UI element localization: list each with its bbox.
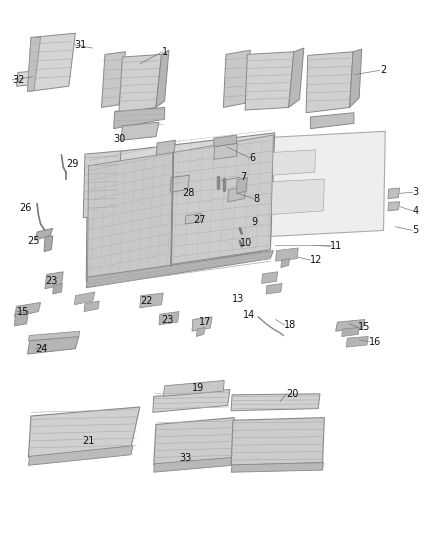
Polygon shape <box>156 50 169 108</box>
Polygon shape <box>336 319 365 331</box>
Polygon shape <box>254 131 385 237</box>
Polygon shape <box>196 327 205 336</box>
Polygon shape <box>231 394 320 411</box>
Text: 9: 9 <box>252 217 258 228</box>
Text: 25: 25 <box>28 236 40 246</box>
Text: 15: 15 <box>17 306 29 317</box>
Polygon shape <box>223 50 251 108</box>
Text: 29: 29 <box>66 159 78 169</box>
Polygon shape <box>266 284 282 294</box>
Text: 21: 21 <box>82 437 94 447</box>
Text: 31: 31 <box>74 40 87 50</box>
Text: 19: 19 <box>192 383 204 393</box>
Polygon shape <box>28 331 80 341</box>
Text: 10: 10 <box>240 238 252 248</box>
Text: 20: 20 <box>286 389 299 399</box>
Polygon shape <box>35 228 53 240</box>
Polygon shape <box>28 37 41 92</box>
Polygon shape <box>342 327 359 336</box>
Polygon shape <box>154 457 233 472</box>
Polygon shape <box>346 336 368 347</box>
Text: 23: 23 <box>45 276 57 286</box>
Text: 24: 24 <box>35 344 48 354</box>
Polygon shape <box>281 259 290 268</box>
Text: 17: 17 <box>199 317 212 327</box>
Polygon shape <box>214 143 237 159</box>
Polygon shape <box>156 140 176 160</box>
Text: 32: 32 <box>12 75 25 85</box>
Text: 28: 28 <box>182 188 194 198</box>
Text: 15: 15 <box>358 322 371 333</box>
Polygon shape <box>171 135 273 264</box>
Polygon shape <box>28 407 140 457</box>
Text: 1: 1 <box>162 47 169 56</box>
Polygon shape <box>28 33 75 92</box>
Text: 12: 12 <box>311 255 323 265</box>
Polygon shape <box>102 52 125 108</box>
Polygon shape <box>17 70 45 86</box>
Text: 13: 13 <box>232 294 244 304</box>
Polygon shape <box>185 214 201 224</box>
Polygon shape <box>44 236 53 252</box>
Text: 5: 5 <box>413 225 419 236</box>
Polygon shape <box>140 293 163 308</box>
Polygon shape <box>119 54 162 113</box>
Polygon shape <box>74 292 95 305</box>
Polygon shape <box>289 48 304 108</box>
Text: 11: 11 <box>330 241 342 252</box>
Text: 6: 6 <box>250 153 256 163</box>
Polygon shape <box>228 187 246 202</box>
Polygon shape <box>170 175 189 192</box>
Polygon shape <box>14 303 41 317</box>
Polygon shape <box>214 135 237 147</box>
Polygon shape <box>388 188 399 199</box>
Polygon shape <box>154 418 234 465</box>
Polygon shape <box>270 179 324 215</box>
Polygon shape <box>88 152 173 280</box>
Polygon shape <box>86 251 273 288</box>
Text: 7: 7 <box>240 172 246 182</box>
Text: 23: 23 <box>162 314 174 325</box>
Polygon shape <box>231 463 323 472</box>
Polygon shape <box>192 317 212 331</box>
Polygon shape <box>388 202 399 211</box>
Text: 4: 4 <box>413 206 419 216</box>
Polygon shape <box>45 272 63 289</box>
Text: 14: 14 <box>243 310 255 320</box>
Polygon shape <box>83 151 121 217</box>
Polygon shape <box>153 390 230 413</box>
Text: 33: 33 <box>179 454 191 463</box>
Polygon shape <box>53 284 62 294</box>
Polygon shape <box>237 177 247 193</box>
Polygon shape <box>28 446 133 465</box>
Polygon shape <box>231 418 324 465</box>
Polygon shape <box>121 122 159 140</box>
Text: 27: 27 <box>193 215 205 225</box>
Polygon shape <box>84 301 99 312</box>
Polygon shape <box>276 248 298 261</box>
Text: 8: 8 <box>254 193 260 204</box>
Polygon shape <box>350 49 362 108</box>
Polygon shape <box>311 113 354 128</box>
Polygon shape <box>114 108 165 128</box>
Polygon shape <box>261 272 278 284</box>
Text: 30: 30 <box>114 134 126 144</box>
Polygon shape <box>245 52 294 110</box>
Text: 3: 3 <box>413 187 419 197</box>
Text: 2: 2 <box>380 66 386 75</box>
Text: 16: 16 <box>369 337 381 347</box>
Polygon shape <box>159 312 179 325</box>
Text: 22: 22 <box>140 296 152 306</box>
Polygon shape <box>28 336 79 354</box>
Polygon shape <box>86 133 275 281</box>
Text: 18: 18 <box>284 320 297 330</box>
Polygon shape <box>14 312 28 326</box>
Polygon shape <box>270 150 316 175</box>
Polygon shape <box>306 52 353 113</box>
Polygon shape <box>163 381 224 397</box>
Text: 26: 26 <box>19 203 31 213</box>
